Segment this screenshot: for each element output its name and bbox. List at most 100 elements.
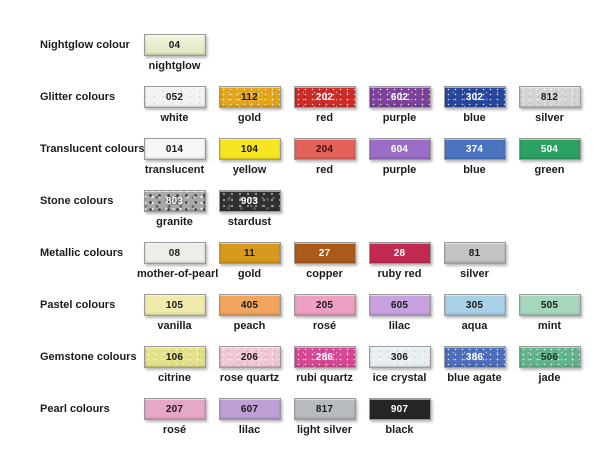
swatch-cell: 112 gold xyxy=(212,86,287,138)
color-swatch: 04 xyxy=(143,34,206,56)
category-label: Nightglow colour xyxy=(40,39,130,51)
color-swatch: 28 xyxy=(368,242,431,264)
category-label: Pearl colours xyxy=(40,403,110,415)
swatch-group: 08 mother-of-pearl 11 gold 27 copper 28 ruby re… xyxy=(137,242,512,294)
color-code: 817 xyxy=(315,403,334,415)
swatch-cell: 505 mint xyxy=(512,294,587,346)
swatch-cell: 207 rosé xyxy=(137,398,212,450)
swatch-cell: 014 translucent xyxy=(137,138,212,190)
color-code: 506 xyxy=(540,351,559,363)
color-name: nightglow xyxy=(148,60,201,72)
swatch-group: 106 citrine 206 rose quartz 286 rubi quartz 30… xyxy=(137,346,587,398)
color-name: blue agate xyxy=(447,372,502,384)
color-swatch: 104 xyxy=(218,138,281,160)
color-code: 903 xyxy=(240,195,259,207)
swatch-cell: 305 aqua xyxy=(437,294,512,346)
color-name: rose quartz xyxy=(219,372,280,384)
category-label: Metallic colours xyxy=(40,247,124,259)
color-name: purple xyxy=(382,112,417,124)
color-swatch: 812 xyxy=(518,86,581,108)
swatch-cell: 306 ice crystal xyxy=(362,346,437,398)
category-label: Translucent colours xyxy=(40,143,145,155)
color-swatch: 202 xyxy=(293,86,356,108)
color-code: 505 xyxy=(540,299,559,311)
swatch-cell: 286 rubi quartz xyxy=(287,346,362,398)
color-code: 607 xyxy=(240,403,259,415)
color-name: red xyxy=(315,112,334,124)
color-name: blue xyxy=(463,112,486,124)
swatch-cell: 202 red xyxy=(287,86,362,138)
swatch-cell: 104 yellow xyxy=(212,138,287,190)
color-code: 112 xyxy=(241,91,258,103)
colour-row: Pearl colours 207 rosé 607 lilac 817 light sil… xyxy=(40,398,608,450)
color-code: 04 xyxy=(168,39,181,51)
color-name: silver xyxy=(535,112,564,124)
color-code: 08 xyxy=(168,247,181,259)
color-swatch: 817 xyxy=(293,398,356,420)
color-code: 907 xyxy=(390,403,409,415)
color-swatch: 302 xyxy=(443,86,506,108)
color-swatch: 08 xyxy=(143,242,206,264)
color-code: 81 xyxy=(468,247,481,259)
color-name: white xyxy=(160,112,189,124)
color-code: 205 xyxy=(315,299,334,311)
category-label: Glitter colours xyxy=(40,91,116,103)
swatch-group: 207 rosé 607 lilac 817 light silver 907 black xyxy=(137,398,437,450)
category-label: Pastel colours xyxy=(40,299,116,311)
color-name: peach xyxy=(233,320,266,332)
swatch-cell: 812 silver xyxy=(512,86,587,138)
swatch-cell: 504 green xyxy=(512,138,587,190)
colour-row: Metallic colours 08 mother-of-pearl 11 gold 2… xyxy=(40,242,608,294)
color-swatch: 605 xyxy=(368,294,431,316)
color-name: ruby red xyxy=(377,268,422,280)
color-swatch: 112 xyxy=(218,86,281,108)
color-name: copper xyxy=(306,268,343,280)
swatch-cell: 27 copper xyxy=(287,242,362,294)
color-name: mother-of-pearl xyxy=(137,268,219,280)
color-name: light silver xyxy=(296,424,353,436)
colour-row: Translucent colours 014 translucent 104 yell… xyxy=(40,138,608,190)
swatch-cell: 106 citrine xyxy=(137,346,212,398)
color-swatch: 052 xyxy=(143,86,206,108)
swatch-cell: 604 purple xyxy=(362,138,437,190)
color-code: 207 xyxy=(165,403,184,415)
color-swatch: 286 xyxy=(293,346,356,368)
color-name: yellow xyxy=(232,164,267,176)
color-code: 202 xyxy=(315,91,334,103)
swatch-cell: 374 blue xyxy=(437,138,512,190)
color-code: 305 xyxy=(465,299,484,311)
color-code: 052 xyxy=(165,91,184,103)
swatch-group: 803 granite 903 stardust xyxy=(137,190,287,242)
color-name: lilac xyxy=(388,320,411,332)
color-swatch: 11 xyxy=(218,242,281,264)
color-name: rosé xyxy=(162,424,187,436)
color-name: vanilla xyxy=(157,320,192,332)
color-code: 302 xyxy=(465,91,484,103)
color-code: 014 xyxy=(165,143,184,155)
color-code: 27 xyxy=(318,247,331,259)
swatch-group: 014 translucent 104 yellow 204 red 604 purple 37… xyxy=(137,138,587,190)
swatch-cell: 105 vanilla xyxy=(137,294,212,346)
colour-row: Glitter colours 052 white 112 gold 202 red 602 p… xyxy=(40,86,608,138)
swatch-cell: 28 ruby red xyxy=(362,242,437,294)
color-swatch: 014 xyxy=(143,138,206,160)
color-code: 204 xyxy=(315,143,334,155)
swatch-cell: 817 light silver xyxy=(287,398,362,450)
color-swatch: 305 xyxy=(443,294,506,316)
color-swatch: 903 xyxy=(218,190,281,212)
swatch-cell: 903 stardust xyxy=(212,190,287,242)
color-code: 105 xyxy=(165,299,184,311)
color-name: aqua xyxy=(461,320,488,332)
swatch-cell: 602 purple xyxy=(362,86,437,138)
color-swatch: 505 xyxy=(518,294,581,316)
swatch-cell: 803 granite xyxy=(137,190,212,242)
color-swatch: 405 xyxy=(218,294,281,316)
swatch-cell: 302 blue xyxy=(437,86,512,138)
colour-chart: Nightglow colour 04 nightglow Glitter colou… xyxy=(40,34,608,450)
color-code: 405 xyxy=(240,299,259,311)
swatch-cell: 11 gold xyxy=(212,242,287,294)
category-label: Gemstone colours xyxy=(40,351,137,363)
color-swatch: 803 xyxy=(143,190,206,212)
color-name: granite xyxy=(156,216,193,228)
color-name: jade xyxy=(538,372,561,384)
